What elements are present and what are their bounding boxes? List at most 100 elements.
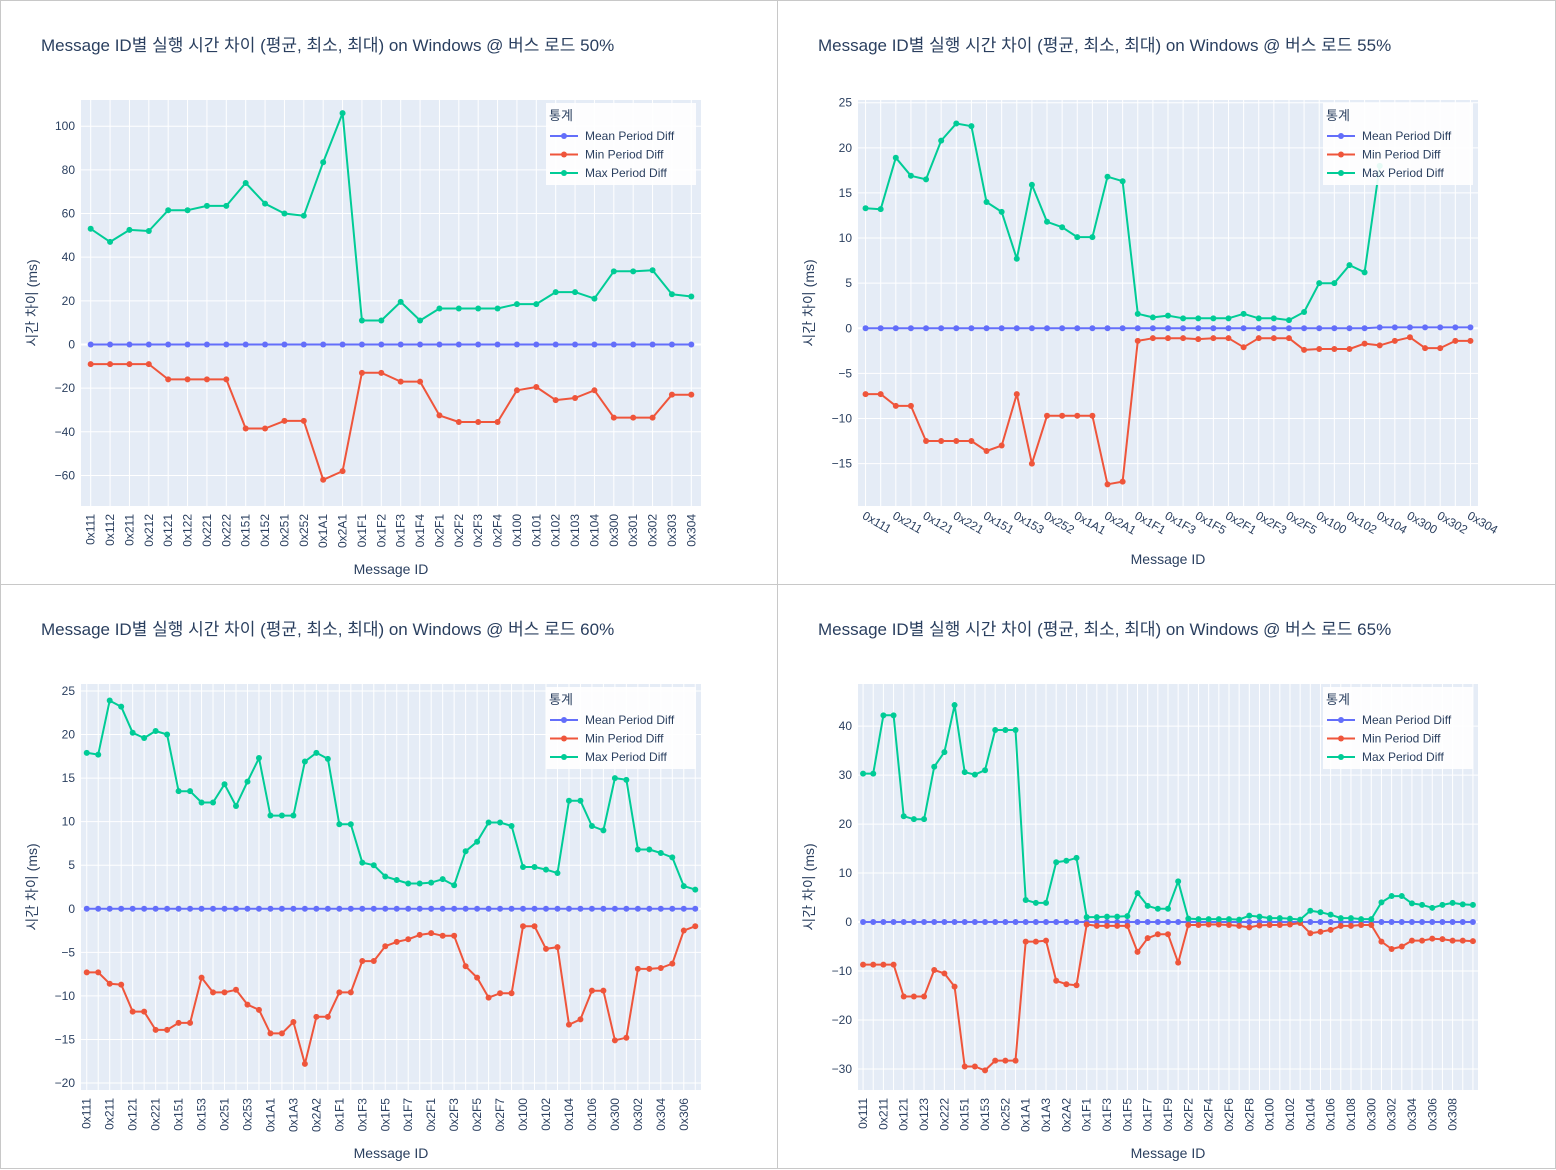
x-tick-label: 0x121 — [126, 1098, 140, 1131]
x-tick-label: 0x103 — [568, 514, 582, 547]
data-point-max — [1368, 916, 1375, 923]
data-point-min — [1317, 928, 1324, 935]
data-point-mean — [1240, 325, 1247, 332]
y-tick-label: −10 — [55, 989, 76, 1003]
data-point-min — [1144, 935, 1151, 942]
y-tick-label: −5 — [61, 945, 75, 959]
x-tick-label: 0x121 — [897, 1098, 911, 1131]
data-point-min — [552, 397, 559, 404]
data-point-mean — [577, 905, 584, 912]
data-point-min — [1316, 346, 1323, 353]
data-point-mean — [494, 341, 501, 348]
data-point-min — [931, 967, 938, 974]
data-point-min — [1240, 344, 1247, 351]
x-tick-label: 0x1F4 — [413, 514, 427, 548]
data-point-mean — [278, 905, 285, 912]
data-point-mean — [1398, 919, 1405, 926]
x-tick-label: 0x100 — [1314, 508, 1350, 537]
data-point-max — [455, 305, 462, 312]
data-point-mean — [405, 905, 412, 912]
data-point-mean — [439, 905, 446, 912]
data-point-min — [1134, 337, 1141, 344]
data-point-max — [900, 813, 907, 820]
data-point-max — [244, 778, 251, 785]
data-point-min — [890, 961, 897, 968]
data-point-mean — [646, 905, 653, 912]
chart-svg: Message ID별 실행 시간 차이 (평균, 최소, 최대) on Win… — [801, 620, 1478, 1161]
data-point-max — [1316, 280, 1323, 287]
legend-swatch-marker — [561, 133, 567, 139]
data-point-max — [164, 731, 171, 738]
x-tick-label: 0x153 — [195, 1098, 209, 1131]
x-tick-label: 0x1F1 — [1132, 508, 1168, 537]
y-tick-label: 10 — [839, 231, 853, 245]
x-tick-label: 0x111 — [84, 514, 98, 545]
data-point-min — [1093, 922, 1100, 929]
data-point-max — [961, 769, 968, 776]
data-point-min — [531, 923, 538, 930]
y-tick-label: −40 — [55, 425, 76, 439]
y-tick-label: 0 — [68, 337, 75, 351]
x-tick-label: 0x1A3 — [286, 1098, 300, 1132]
legend-entry: Mean Period Diff — [585, 129, 675, 143]
data-point-min — [223, 376, 230, 383]
data-point-mean — [1346, 325, 1353, 332]
data-point-max — [1449, 899, 1456, 906]
data-point-max — [634, 846, 641, 853]
y-tick-label: −15 — [55, 1032, 76, 1046]
data-point-mean — [1053, 919, 1060, 926]
data-point-max — [1165, 905, 1171, 912]
data-point-max — [1073, 854, 1080, 861]
data-point-max — [1149, 314, 1156, 321]
data-point-mean — [870, 919, 877, 926]
data-point-mean — [692, 905, 699, 912]
data-point-min — [313, 1013, 320, 1020]
data-point-max — [462, 848, 469, 855]
data-point-min — [968, 438, 975, 445]
data-point-min — [198, 974, 205, 981]
chart-title: Message ID별 실행 시간 차이 (평균, 최소, 최대) on Win… — [818, 620, 1391, 639]
data-point-mean — [1002, 919, 1009, 926]
legend-box — [546, 687, 696, 769]
data-point-max — [184, 207, 191, 214]
data-point-min — [1002, 1057, 1009, 1064]
data-point-max — [951, 702, 958, 709]
data-point-min — [692, 923, 699, 930]
data-point-max — [233, 802, 239, 809]
data-point-max — [203, 202, 210, 209]
x-tick-label: 0x1A1 — [263, 1098, 277, 1132]
y-tick-label: 60 — [62, 207, 76, 221]
data-point-min — [87, 361, 94, 368]
data-point-mean — [1043, 919, 1050, 926]
data-point-max — [1429, 904, 1436, 911]
x-tick-label: 0x121 — [921, 508, 957, 537]
data-point-max — [494, 305, 501, 312]
data-point-min — [281, 417, 288, 424]
data-point-mean — [1285, 325, 1292, 332]
x-tick-label: 0x2A1 — [1102, 508, 1139, 537]
x-tick-label: 0x2F3 — [471, 514, 485, 548]
data-point-min — [630, 414, 637, 421]
x-tick-label: 0x1F1 — [332, 1098, 346, 1132]
data-point-max — [1255, 315, 1262, 322]
data-point-mean — [982, 919, 989, 926]
data-point-max — [281, 210, 288, 217]
data-point-min — [941, 970, 948, 977]
data-point-max — [336, 821, 343, 828]
data-point-max — [931, 763, 938, 770]
x-tick-label: 0x100 — [516, 1098, 530, 1131]
x-tick-label: 0x1F3 — [1163, 508, 1199, 537]
data-point-mean — [1063, 919, 1070, 926]
data-point-mean — [1134, 919, 1141, 926]
data-point-mean — [1154, 919, 1161, 926]
data-point-mean — [267, 905, 274, 912]
x-tick-label: 0x1A1 — [1072, 508, 1109, 537]
x-tick-label: 0x2F7 — [493, 1098, 507, 1132]
data-point-max — [1144, 902, 1151, 909]
data-point-mean — [455, 341, 462, 348]
data-point-mean — [992, 919, 999, 926]
data-point-mean — [1301, 325, 1308, 332]
data-point-min — [951, 983, 958, 990]
data-point-mean — [1388, 919, 1395, 926]
data-point-min — [1419, 937, 1426, 944]
